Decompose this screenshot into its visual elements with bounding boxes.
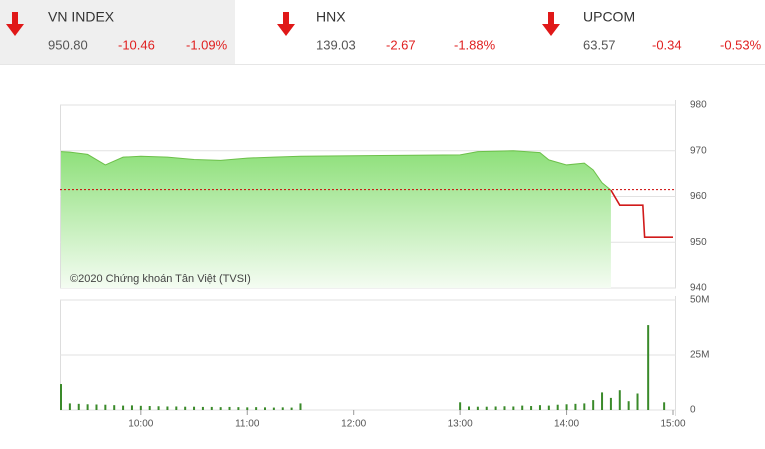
x-tick-label: 14:00	[554, 419, 579, 430]
volume-bar	[574, 403, 577, 410]
volume-bar	[494, 406, 497, 410]
volume-bar	[104, 404, 107, 410]
volume-bar	[290, 407, 293, 410]
volume-bar	[609, 397, 612, 410]
volume-bar	[485, 406, 488, 410]
volume-bar	[166, 406, 169, 410]
x-tick-label: 10:00	[128, 419, 153, 430]
index-name: HNX	[316, 9, 346, 25]
volume-bar	[184, 406, 187, 410]
x-tick-label: 11:00	[235, 419, 260, 430]
volume-bar	[627, 401, 630, 410]
index-vn[interactable]: VN INDEX 950.80 -10.46 -1.09%	[48, 9, 228, 53]
price-area	[61, 150, 611, 288]
volume-bar	[175, 406, 178, 410]
volume-bar	[139, 405, 142, 410]
x-tick-label: 12:00	[341, 419, 366, 430]
price-line	[60, 150, 612, 191]
volume-bar	[86, 404, 89, 410]
y-tick-label: 940	[690, 283, 707, 294]
volume-bar	[157, 406, 160, 410]
volume-bar	[122, 405, 125, 410]
index-value: 63.57	[583, 37, 616, 52]
down-arrow	[6, 12, 24, 36]
volume-bar	[468, 406, 470, 410]
volume-bar	[193, 406, 196, 410]
volume-bar	[148, 406, 151, 410]
index-percent: -1.88%	[454, 37, 496, 52]
y-tick-label: 0	[690, 405, 696, 416]
index-upcom[interactable]: UPCOM 63.57 -0.34 -0.53%	[583, 9, 762, 53]
volume-bar	[130, 405, 133, 410]
down-arrow	[542, 12, 560, 36]
volume-bar	[476, 406, 479, 410]
volume-bar	[281, 407, 284, 410]
volume-bar	[601, 392, 604, 410]
volume-bar	[68, 403, 71, 410]
volume-bar	[113, 405, 116, 410]
volume-bar	[95, 404, 98, 410]
index-name: UPCOM	[583, 9, 635, 25]
index-name: VN INDEX	[48, 9, 115, 25]
y-tick-label: 980	[690, 100, 707, 111]
volume-bar	[547, 405, 550, 410]
volume-bar	[618, 390, 621, 410]
volume-bar	[521, 405, 524, 410]
index-change: -2.67	[386, 37, 416, 52]
price-line	[610, 189, 673, 239]
x-tick-label: 13:00	[448, 419, 473, 430]
volume-bar	[647, 325, 650, 410]
index-hnx[interactable]: HNX 139.03 -2.67 -1.88%	[316, 9, 496, 53]
volume-bar	[538, 405, 541, 410]
y-tick-label: 50M	[690, 295, 709, 306]
down-arrow	[277, 12, 295, 36]
volume-bar	[246, 407, 249, 410]
volume-bar	[503, 406, 506, 410]
volume-bar	[255, 407, 258, 410]
down-arrows	[6, 12, 560, 36]
volume-bar	[219, 407, 222, 410]
volume-chart: 0 25M 50M 10:00 11:00 12:00 13:00 14:00 15:00	[60, 295, 709, 430]
header-active-bg	[0, 0, 235, 64]
x-tick-label: 15:00	[660, 419, 685, 430]
index-value: 950.80	[48, 37, 88, 52]
volume-bar	[237, 407, 240, 410]
volume-bar	[264, 407, 266, 410]
volume-bar	[636, 393, 639, 410]
volume-bar	[228, 406, 231, 410]
y-tick-label: 25M	[690, 350, 709, 361]
volume-bar	[556, 404, 559, 410]
volume-bar	[60, 384, 62, 410]
volume-bar	[583, 403, 586, 410]
y-tick-label: 950	[690, 237, 707, 248]
volume-bar	[299, 403, 302, 410]
copyright: ©2020 Chứng khoán Tân Việt (TVSI)	[70, 273, 251, 285]
y-tick-label: 970	[690, 145, 707, 156]
volume-bar	[201, 406, 204, 410]
volume-bar	[530, 406, 533, 410]
index-value: 139.03	[316, 37, 356, 52]
volume-bar	[210, 406, 213, 410]
volume-bar	[77, 403, 80, 410]
volume-bar	[512, 406, 515, 410]
volume-bar	[565, 404, 568, 410]
volume-bar	[592, 400, 595, 410]
index-percent: -1.09%	[186, 37, 228, 52]
volume-bar	[663, 402, 666, 410]
index-percent: -0.53%	[720, 37, 762, 52]
price-chart: 940 950 960 970 980 ©2020 Chứng khoán Tân Việ…	[60, 100, 707, 294]
volume-bar	[272, 407, 275, 410]
volume-bar	[459, 402, 462, 410]
index-change: -0.34	[652, 37, 682, 52]
y-tick-label: 960	[690, 191, 707, 202]
index-change: -10.46	[118, 37, 155, 52]
